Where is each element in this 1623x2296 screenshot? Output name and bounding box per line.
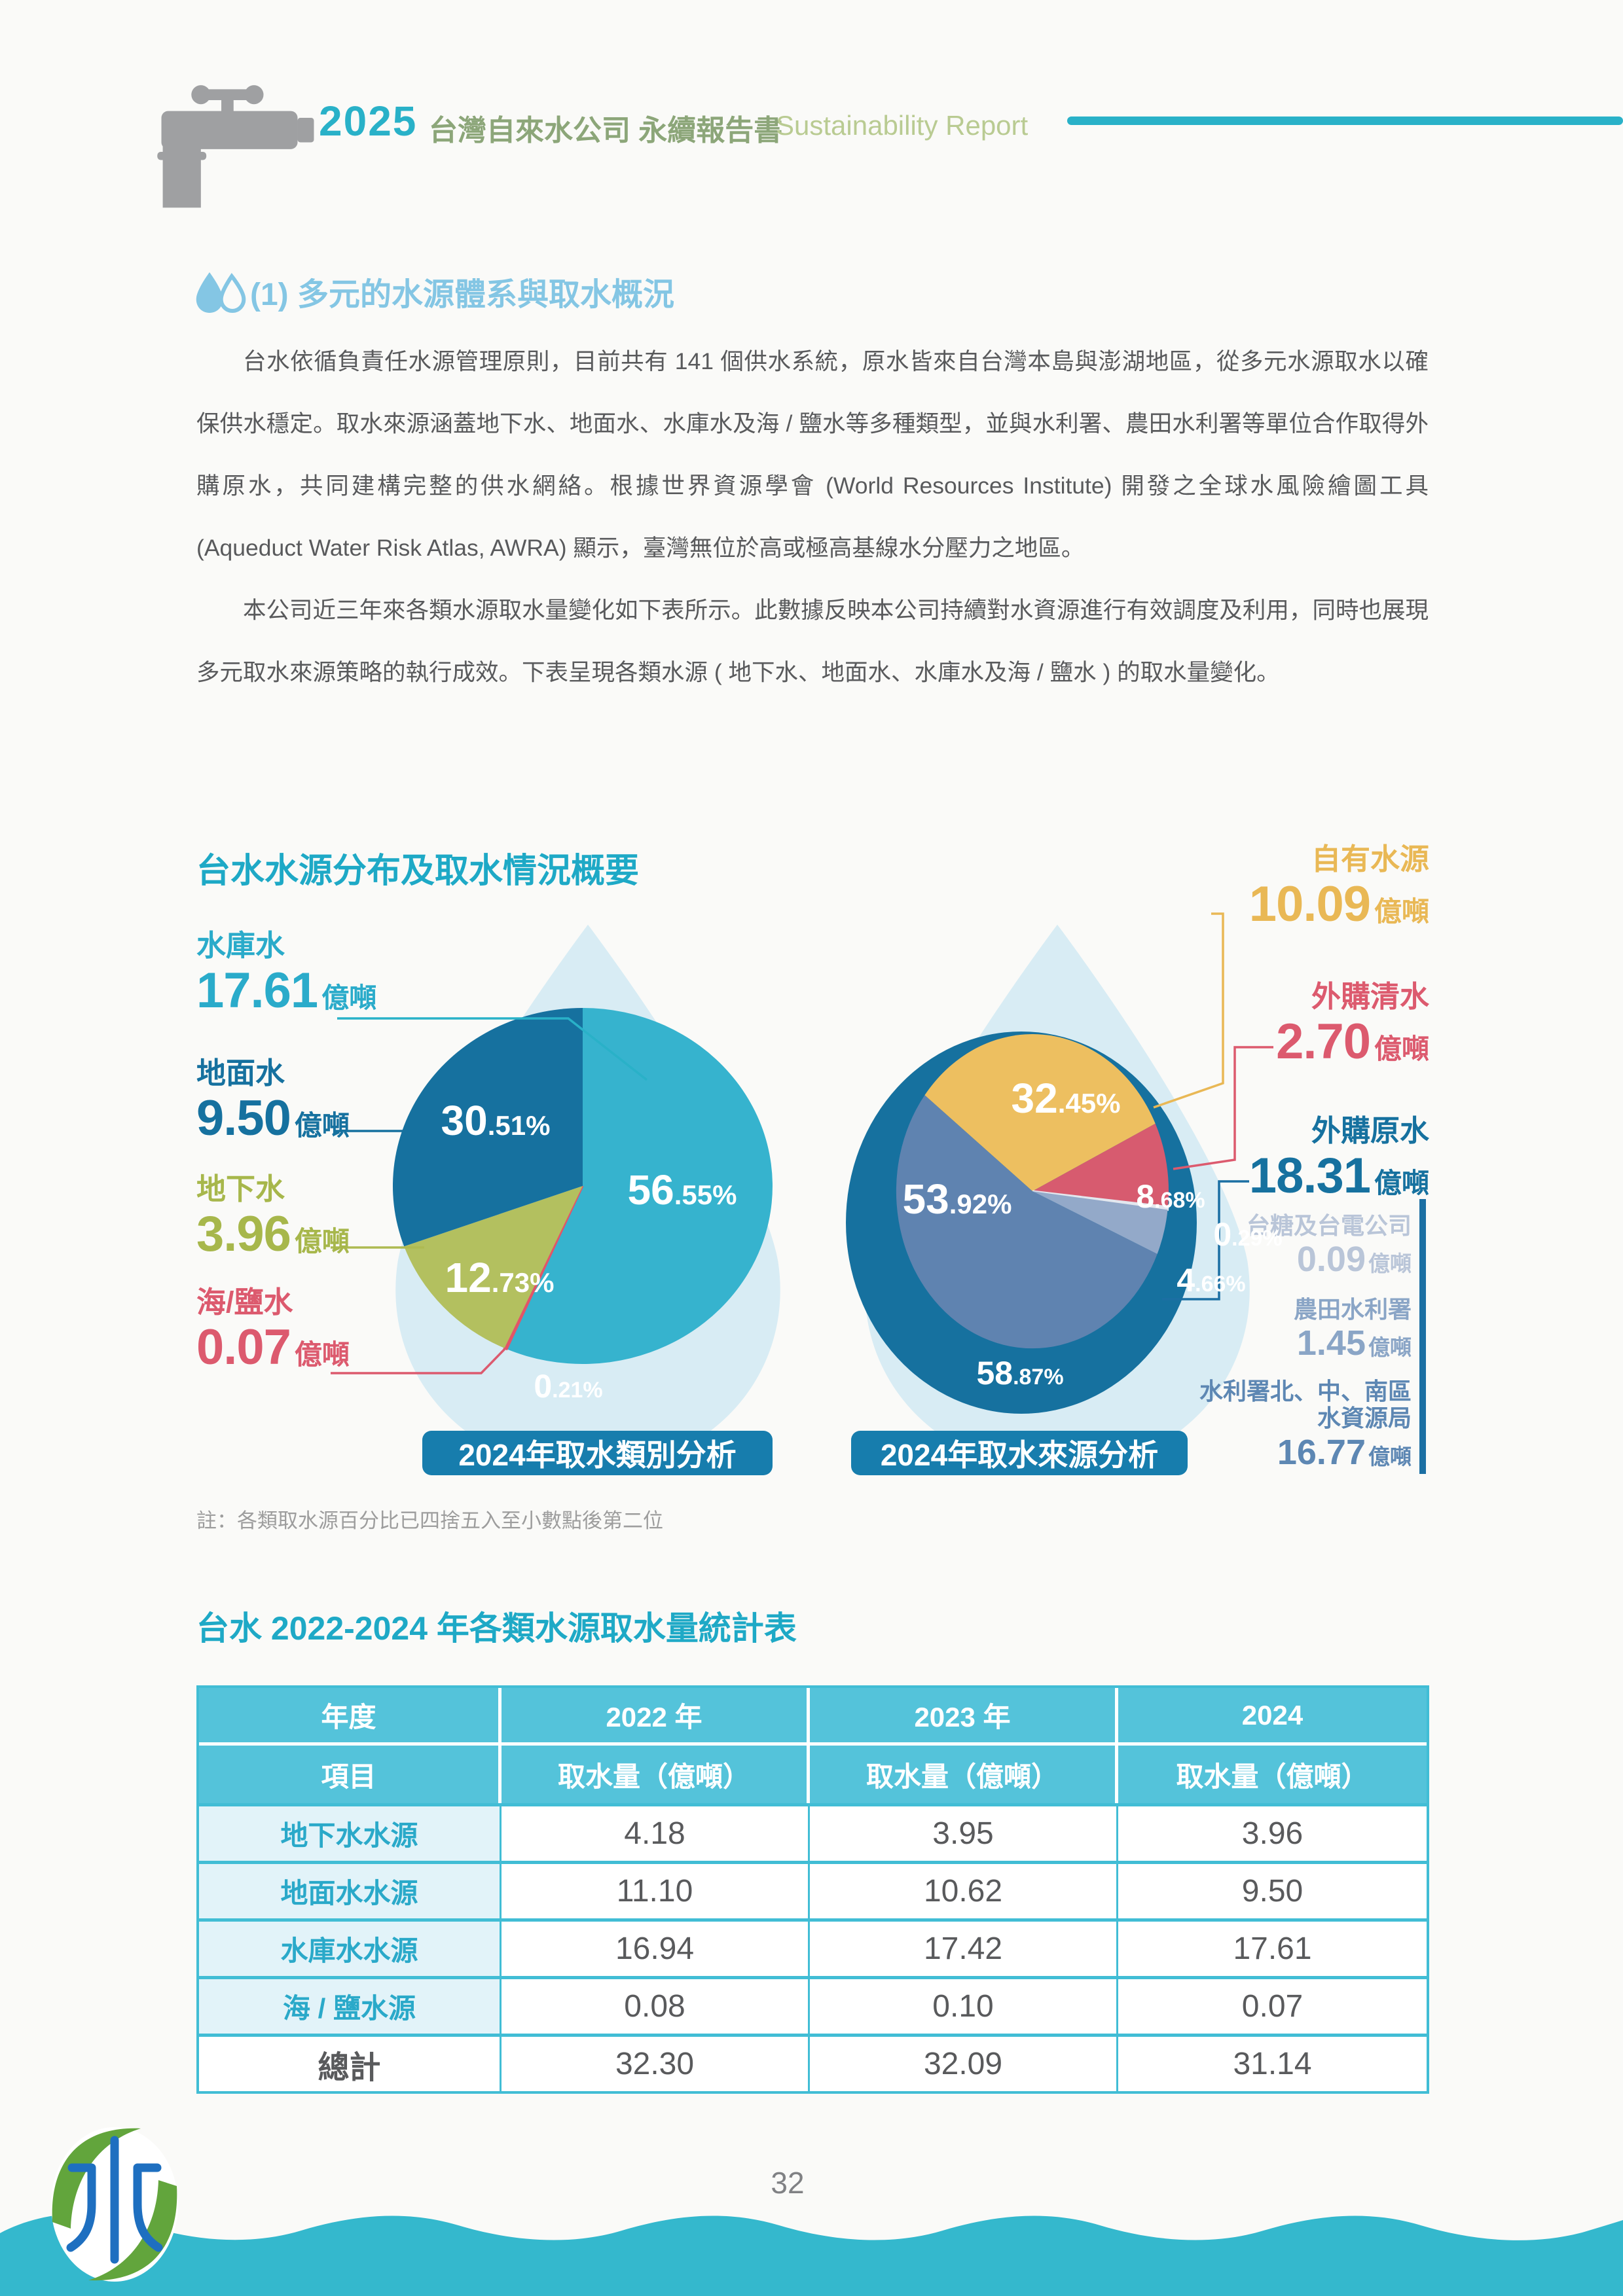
breakdown-water-resources-bureau: 水利署北、中、南區 水資源局 16.77 億噸 [1199, 1378, 1412, 1472]
pct-surface: 30.51% [441, 1097, 551, 1144]
pct-sea-salt: 0.21% [534, 1368, 603, 1405]
body-paragraphs: 台水依循負責任水源管理原則，目前共有 141 個供水系統，原水皆來自台灣本島與澎… [196, 331, 1429, 704]
table-row: 地面水水源 11.10 10.62 9.50 [199, 1861, 1427, 1918]
section-heading: (1) 多元的水源體系與取水概況 [250, 278, 675, 312]
taiwan-water-logo [51, 2127, 178, 2282]
page-number: 32 [771, 2166, 805, 2200]
pct-reservoir: 56.55% [627, 1166, 737, 1213]
paragraph-2: 本公司近三年來各類水源取水量變化如下表所示。此數據反映本公司持續對水資源進行有效… [196, 597, 1429, 685]
table-header-row-years: 年度 2022 年 2023 年 2024 [199, 1688, 1427, 1746]
pct-purchased-raw-ring: 58.87% [976, 1355, 1064, 1391]
pct-taisugar: 0.29% [1213, 1216, 1283, 1253]
legend-reservoir: 水庫水 17.61 億噸 [196, 929, 377, 1018]
water-intake-table: 年度 2022 年 2023 年 2024 項目 取水量（億噸） 取水量（億噸）… [196, 1685, 1429, 2094]
paragraph-1: 台水依循負責任水源管理原則，目前共有 141 個供水系統，原水皆來自台灣本島與澎… [196, 348, 1429, 561]
legend-ground: 地下水 3.96 億噸 [196, 1172, 350, 1262]
legend-label: 水庫水 [196, 929, 285, 962]
report-title-zh: 台灣自來水公司 永續報告書 [429, 115, 783, 147]
leader-reservoir [337, 1017, 648, 1081]
pct-irrigation: 4.66% [1176, 1262, 1246, 1299]
footer-wave [0, 2214, 1623, 2296]
legend-surface: 地面水 9.50 億噸 [196, 1056, 350, 1146]
pct-bureau: 53.92% [902, 1175, 1012, 1223]
table-row: 水庫水水源 16.94 17.42 17.61 [199, 1918, 1427, 1976]
legend-purchased-clean: 外購清水 2.70 億噸 [1276, 980, 1429, 1069]
infographic-title: 台水水源分布及取水情況概要 [196, 852, 640, 890]
table-row: 海 / 鹽水源 0.08 0.10 0.07 [199, 1976, 1427, 2034]
caption-intake-source: 2024年取水來源分析 [851, 1431, 1188, 1475]
leader-sea [331, 1347, 507, 1374]
header-cell: 年度 [199, 1688, 501, 1746]
report-title-en: Sustainability Report [776, 110, 1029, 141]
breakdown-bracket-bar [1419, 1199, 1426, 1474]
header-cell: 2022 年 [501, 1688, 810, 1746]
footnote: 註：各類取水源百分比已四捨五入至小數點後第二位 [196, 1509, 663, 1532]
legend-own-source: 自有水源 10.09 億噸 [1249, 842, 1429, 932]
breakdown-irrigation-agency: 農田水利署 1.45 億噸 [1293, 1296, 1412, 1363]
table-row-total: 總計 32.30 32.09 31.14 [199, 2034, 1427, 2091]
pct-purchased-clean: 8.68% [1136, 1178, 1205, 1215]
pct-ground: 12.73% [445, 1254, 555, 1301]
breakdown-taisugar-taipower: 台糖及台電公司 0.09 億噸 [1246, 1212, 1412, 1280]
legend-sea-salt: 海/鹽水 0.07 億噸 [196, 1285, 350, 1375]
table-title: 台水 2022-2024 年各類水源取水量統計表 [196, 1610, 797, 1647]
header-cell: 取水量（億噸） [810, 1746, 1118, 1803]
pct-own-source: 32.45% [1011, 1075, 1121, 1122]
leader-own-source [1153, 912, 1224, 1109]
header-cell: 取水量（億噸） [501, 1746, 810, 1803]
header-cell: 2023 年 [810, 1688, 1118, 1746]
header-cell: 項目 [199, 1746, 501, 1803]
report-year: 2025 [319, 98, 418, 145]
header-rule [1067, 117, 1623, 125]
faucet-icon [157, 85, 314, 208]
caption-intake-type: 2024年取水類別分析 [422, 1431, 773, 1475]
legend-purchased-raw: 外購原水 18.31 億噸 [1249, 1114, 1429, 1204]
table-row: 地下水水源 4.18 3.95 3.96 [199, 1803, 1427, 1861]
water-drops-icon [196, 272, 246, 314]
header-cell: 2024 [1118, 1688, 1427, 1746]
table-header-row-items: 項目 取水量（億噸） 取水量（億噸） 取水量（億噸） [199, 1746, 1427, 1803]
header-cell: 取水量（億噸） [1118, 1746, 1427, 1803]
